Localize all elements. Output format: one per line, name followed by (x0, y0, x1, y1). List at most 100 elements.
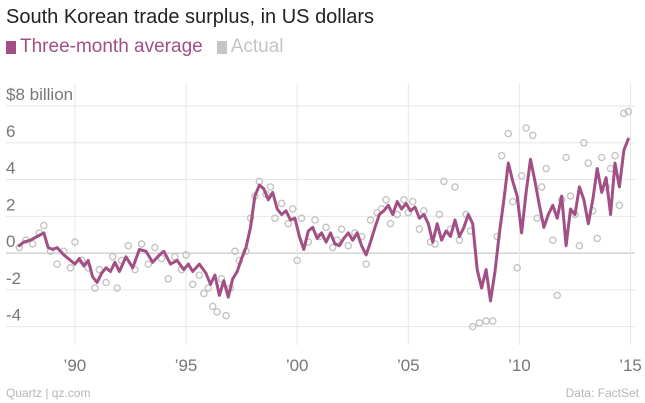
actual-point (431, 240, 439, 248)
actual-point (66, 263, 75, 272)
actual-point (113, 284, 121, 292)
actual-point (271, 214, 279, 222)
actual-point (95, 265, 104, 274)
y-tick-label: $8 billion (6, 85, 73, 104)
actual-point (513, 263, 522, 272)
footer-source: Data: FactSet (565, 386, 639, 400)
x-tick-label: ’95 (175, 356, 198, 375)
actual-point (102, 278, 110, 287)
actual-point (322, 223, 330, 232)
actual-point (420, 207, 428, 215)
actual-point (597, 153, 606, 162)
legend-label-average: Three-month average (20, 36, 203, 57)
legend-swatch-average (6, 40, 16, 54)
actual-point (482, 317, 490, 325)
actual-point (415, 225, 424, 233)
actual-point (455, 236, 464, 245)
actual-point (400, 195, 408, 204)
actual-point (528, 131, 537, 140)
actual-point (231, 247, 239, 256)
actual-point (606, 164, 615, 173)
actual-point (200, 289, 208, 298)
actual-point (615, 201, 624, 210)
actual-point (566, 192, 575, 200)
x-tick-label: ’10 (508, 356, 531, 375)
actual-point (328, 243, 337, 252)
footer-credit: Quartz | qz.com (6, 386, 91, 400)
actual-point (124, 241, 133, 250)
actual-point (151, 243, 159, 252)
actual-point (137, 240, 146, 248)
actual-point (91, 284, 99, 292)
actual-point (71, 238, 79, 246)
actual-point (548, 236, 557, 245)
x-tick-label: ’00 (286, 356, 309, 375)
actual-point (435, 210, 444, 219)
x-tick-label: ’05 (397, 356, 420, 375)
actual-point (362, 260, 370, 268)
actual-point (408, 197, 417, 206)
actual-point (562, 153, 570, 162)
actual-point (208, 302, 217, 311)
actual-point (584, 159, 593, 167)
actual-point (266, 183, 275, 191)
actual-point (504, 129, 513, 138)
legend-swatch-actual (216, 40, 227, 54)
y-tick-label: -2 (6, 269, 21, 288)
actual-point (297, 214, 306, 222)
actual-point (593, 234, 602, 243)
actual-point (108, 252, 117, 261)
actual-point (382, 195, 390, 204)
actual-point (522, 124, 530, 132)
actual-point (311, 216, 319, 224)
actual-point (537, 183, 546, 191)
actual-point (344, 241, 353, 250)
actual-point (611, 151, 619, 160)
actual-point (451, 183, 459, 191)
actual-point (620, 109, 628, 118)
actual-point (188, 280, 197, 289)
y-tick-label: -4 (6, 306, 21, 325)
actual-point (284, 219, 293, 228)
actual-point (39, 221, 48, 230)
y-tick-label: 6 (6, 122, 15, 141)
y-tick-label: 2 (6, 195, 15, 214)
actual-point (497, 151, 506, 160)
actual-point (580, 138, 588, 147)
legend-item-average: Three-month average (6, 36, 203, 58)
actual-point (475, 319, 484, 327)
actual-point (131, 265, 139, 274)
actual-point (164, 275, 173, 283)
actual-point (440, 177, 448, 186)
y-tick-label: 4 (6, 159, 15, 178)
actual-point (575, 241, 584, 250)
actual-point (288, 205, 297, 213)
actual-point (386, 219, 395, 228)
x-tick-label: ’15 (619, 356, 642, 375)
actual-point (53, 260, 61, 268)
average-line (17, 137, 630, 303)
actual-point (517, 172, 526, 180)
actual-point (624, 107, 633, 116)
actual-point (337, 225, 346, 233)
chart-legend: Three-month average Actual (6, 36, 298, 58)
y-tick-label: 0 (6, 232, 15, 251)
actual-point (508, 197, 517, 206)
actual-point (277, 199, 286, 208)
actual-point (366, 216, 375, 224)
actual-point (28, 240, 37, 248)
legend-label-actual: Actual (230, 36, 284, 57)
x-tick-label: ’90 (64, 356, 87, 375)
actual-point (157, 254, 166, 263)
actual-point (204, 284, 213, 292)
actual-point (468, 322, 477, 331)
actual-point (293, 256, 301, 265)
actual-point (144, 260, 153, 268)
actual-point (222, 311, 230, 320)
actual-point (217, 275, 226, 283)
actual-point (533, 214, 542, 222)
actual-point (542, 164, 550, 173)
legend-item-actual: Actual (216, 36, 284, 58)
actual-point (553, 291, 562, 300)
